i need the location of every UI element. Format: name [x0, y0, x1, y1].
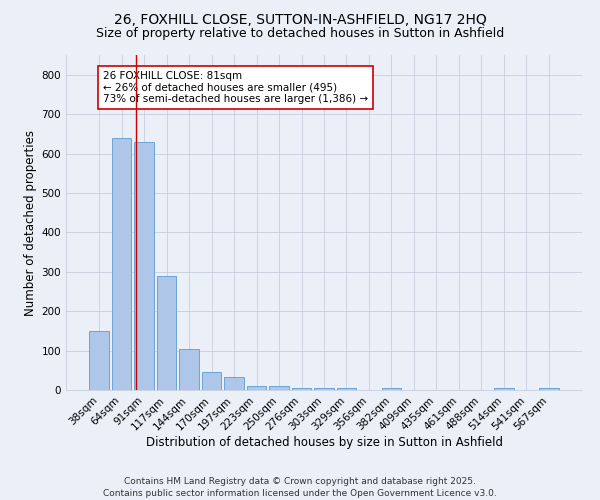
- Bar: [494, 388, 514, 390]
- Bar: [314, 388, 334, 390]
- Bar: [337, 388, 356, 390]
- Bar: [539, 388, 559, 390]
- Bar: [179, 350, 199, 390]
- Bar: [134, 142, 154, 390]
- Text: Size of property relative to detached houses in Sutton in Ashfield: Size of property relative to detached ho…: [96, 28, 504, 40]
- Bar: [269, 386, 289, 390]
- Text: 26 FOXHILL CLOSE: 81sqm
← 26% of detached houses are smaller (495)
73% of semi-d: 26 FOXHILL CLOSE: 81sqm ← 26% of detache…: [103, 71, 368, 104]
- Bar: [89, 331, 109, 390]
- Bar: [202, 372, 221, 390]
- Bar: [157, 276, 176, 390]
- Bar: [382, 388, 401, 390]
- Bar: [247, 386, 266, 390]
- Bar: [292, 388, 311, 390]
- Text: Contains HM Land Registry data © Crown copyright and database right 2025.
Contai: Contains HM Land Registry data © Crown c…: [103, 476, 497, 498]
- X-axis label: Distribution of detached houses by size in Sutton in Ashfield: Distribution of detached houses by size …: [146, 436, 503, 449]
- Text: 26, FOXHILL CLOSE, SUTTON-IN-ASHFIELD, NG17 2HQ: 26, FOXHILL CLOSE, SUTTON-IN-ASHFIELD, N…: [113, 12, 487, 26]
- Bar: [224, 378, 244, 390]
- Y-axis label: Number of detached properties: Number of detached properties: [25, 130, 37, 316]
- Bar: [112, 138, 131, 390]
